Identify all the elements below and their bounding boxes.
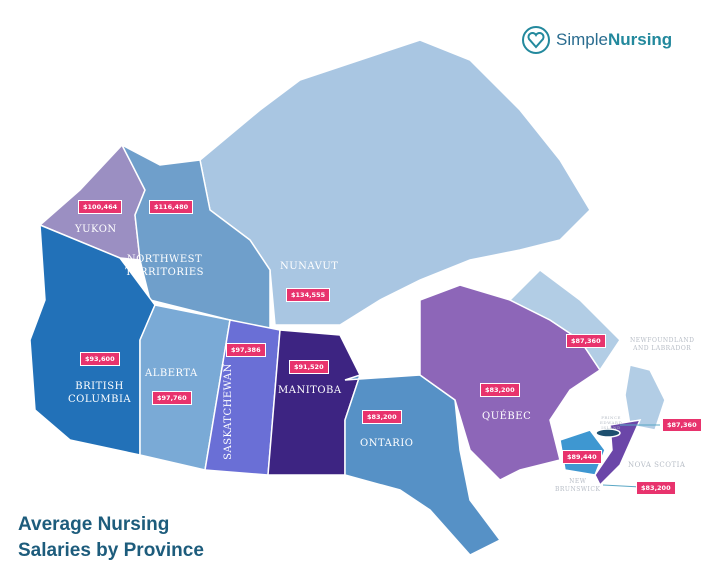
salary-badge-manitoba: $91,520 <box>289 360 329 374</box>
label-nwt: NORTHWEST TERRITORIES <box>125 254 204 278</box>
label-pei: PRINCE EDWARD ISLAND <box>600 415 623 430</box>
salary-badge-bc: $93,600 <box>80 352 120 366</box>
region-newfoundland[interactable] <box>624 364 666 431</box>
label-yukon: YUKON <box>75 224 117 235</box>
label-ontario: ONTARIO <box>360 438 414 449</box>
salary-badge-new-brunswick: $89,440 <box>562 450 602 464</box>
salary-badge-nunavut: $134,555 <box>286 288 331 302</box>
region-pei[interactable] <box>595 428 621 438</box>
label-nova-scotia: NOVA SCOTIA <box>628 461 686 469</box>
salary-badge-saskatchewan: $97,386 <box>226 343 266 357</box>
salary-badge-ontario: $83,200 <box>362 410 402 424</box>
title-line-2: Salaries by Province <box>18 540 204 561</box>
label-alberta: ALBERTA <box>145 368 198 379</box>
label-manitoba: MANITOBA <box>278 385 342 396</box>
salary-badge-pei: $87,360 <box>662 418 702 432</box>
label-newfoundland: NEWFOUNDLAND AND LABRADOR <box>630 337 695 352</box>
region-british-columbia[interactable] <box>29 223 156 456</box>
salary-badge-quebec: $83,200 <box>480 383 520 397</box>
salary-badge-newfoundland: $87,360 <box>566 334 606 348</box>
salary-badge-alberta: $97,760 <box>152 391 192 405</box>
label-bc: BRITISH COLUMBIA <box>68 381 132 405</box>
label-new-brunswick: NEW BRUNSWICK <box>555 478 601 493</box>
map-title: Average Nursing Salaries by Province <box>18 512 204 564</box>
title-line-1: Average Nursing <box>18 514 170 535</box>
logo-text-simple: Simple <box>556 30 608 49</box>
logo: SimpleNursing <box>520 24 672 56</box>
salary-badge-yukon: $100,464 <box>78 200 123 214</box>
ns-leader-line <box>602 484 641 488</box>
logo-text-nursing: Nursing <box>607 30 673 49</box>
heart-stethoscope-icon <box>522 26 550 54</box>
region-nunavut[interactable] <box>199 39 591 326</box>
label-nunavut: NUNAVUT <box>280 261 339 272</box>
label-quebec: QUÉBEC <box>482 411 532 422</box>
salary-badge-nwt: $116,480 <box>149 200 194 214</box>
region-northwest-territories[interactable] <box>120 143 271 331</box>
label-saskatchewan: SASKATCHEWAN <box>222 363 234 460</box>
salary-badge-nova-scotia: $83,200 <box>636 481 676 495</box>
region-nova-scotia[interactable] <box>594 419 642 487</box>
region-saskatchewan[interactable] <box>204 319 281 476</box>
